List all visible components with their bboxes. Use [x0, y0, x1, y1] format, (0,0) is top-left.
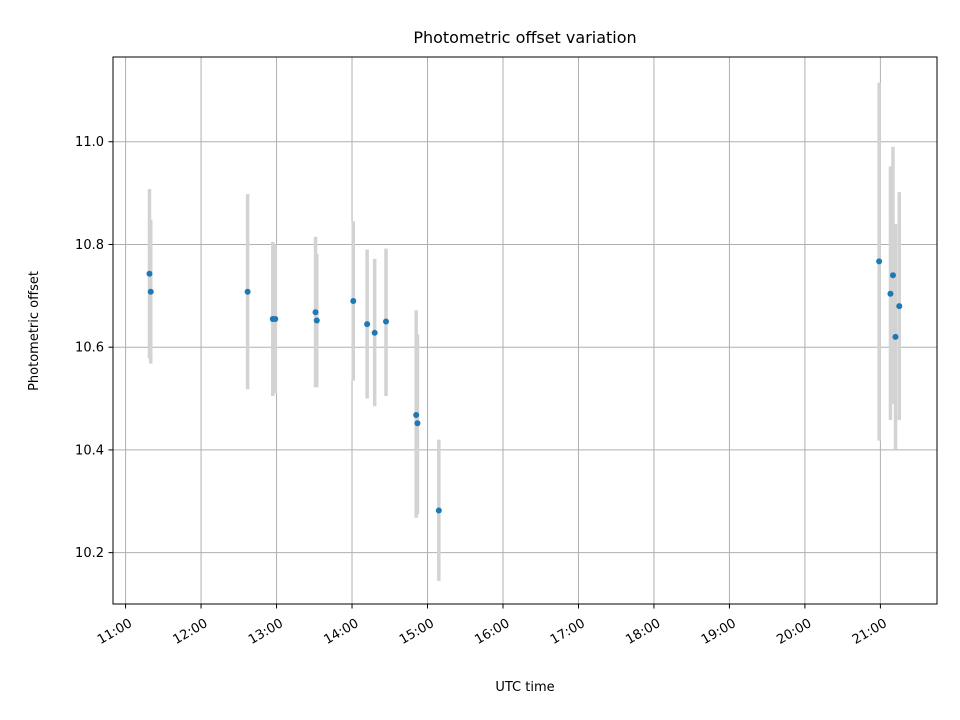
data-point: [312, 309, 319, 316]
y-tick-label: 11.0: [75, 135, 104, 150]
data-point: [272, 315, 279, 322]
data-point: [435, 507, 442, 514]
data-point: [364, 321, 371, 328]
data-point: [146, 270, 153, 277]
data-point: [382, 318, 389, 325]
data-point: [414, 420, 421, 427]
data-point: [147, 288, 154, 295]
y-tick-label: 10.6: [75, 341, 104, 356]
y-tick-label: 10.2: [75, 546, 104, 561]
y-tick-label: 10.8: [75, 238, 104, 253]
data-point: [313, 317, 320, 324]
chart-title: Photometric offset variation: [413, 28, 636, 47]
plot-frame: [112, 56, 938, 605]
data-point: [350, 297, 357, 304]
data-point: [892, 333, 899, 340]
data-point: [413, 411, 420, 418]
data-point: [887, 290, 894, 297]
data-point: [371, 329, 378, 336]
data-points: [146, 258, 903, 514]
data-point: [896, 303, 903, 310]
data-point: [876, 258, 883, 265]
x-axis-label: UTC time: [495, 680, 554, 695]
data-point: [889, 272, 896, 279]
data-point: [244, 288, 251, 295]
y-axis-label: Photometric offset: [27, 271, 42, 391]
y-tick-label: 10.4: [75, 443, 104, 458]
